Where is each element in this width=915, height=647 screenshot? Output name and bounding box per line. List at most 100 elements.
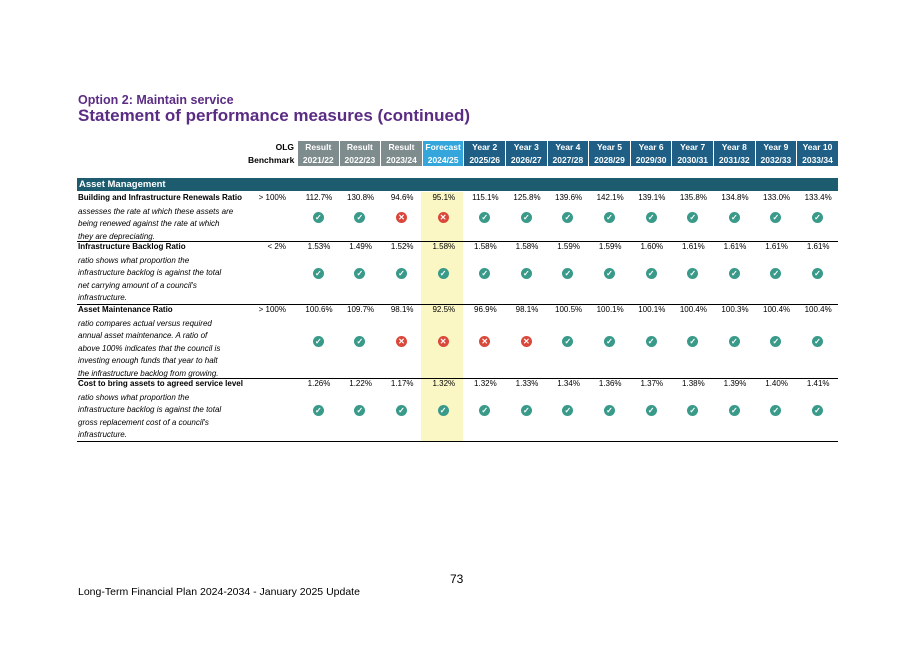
olg-header-line1: OLG [275,142,294,152]
measure-value: 139.6% [555,193,583,202]
measure-value: 98.1% [515,305,539,314]
column-header-period: 2021/22 [302,154,334,165]
measure-value: 96.9% [474,305,497,314]
row-divider [77,241,838,242]
cross-circle-icon: ✕ [437,212,449,223]
measure-value: 1.40% [765,379,788,388]
measure-value: 112.7% [305,193,333,202]
measure-label: Infrastructure Backlog Ratio [78,242,186,251]
measure-description-line: net carrying amount of a council's [78,280,197,290]
measure-label: Asset Maintenance Ratio [78,305,173,314]
column-header-type: Year 10 [802,142,833,152]
column-header-period: 2023/24 [386,154,417,165]
check-circle-icon: ✓ [479,212,491,223]
measure-value: 1.22% [349,379,372,388]
check-circle-icon: ✓ [687,405,699,416]
check-circle-icon: ✓ [812,336,823,347]
measure-value: 1.41% [806,379,830,388]
check-circle-icon: ✓ [520,405,532,416]
check-circle-icon: ✓ [645,268,657,279]
column-header-type: Result [346,142,373,152]
benchmark-value: > 100% [258,193,286,202]
measure-description-line: infrastructure. [78,430,127,439]
check-circle-icon: ✓ [520,212,532,223]
measure-value: 1.32% [432,379,456,388]
olg-header-line2: Benchmark [248,154,295,165]
check-circle-icon: ✓ [520,268,532,279]
measure-value: 125.8% [513,193,541,202]
column-header-period: 2022/23 [344,154,376,165]
measure-value: 1.32% [474,379,497,388]
measure-value: 1.26% [307,379,331,388]
check-circle-icon: ✓ [479,268,491,279]
measure-label: Building and Infrastructure Renewals Rat… [78,193,243,202]
check-circle-icon: ✓ [604,212,615,223]
check-circle-icon: ✓ [312,212,324,223]
column-header-type: Result [305,142,332,152]
measure-description-line: ratio compares actual versus required [78,318,212,328]
measure-value: 1.59% [598,242,622,251]
column-header-period: 2024/25 [427,154,459,165]
check-circle-icon: ✓ [562,336,574,347]
measure-description-line: ratio shows what proportion the [78,255,190,265]
column-header-type: Year 7 [680,142,706,152]
column-header-period: 2028/29 [594,154,625,165]
check-circle-icon: ✓ [604,405,615,416]
column-header-9: Year 6 2029/30 [630,141,672,166]
measure-value: 100.1% [638,305,666,314]
cross-circle-icon: ✕ [437,336,449,347]
column-header-period: 2030/31 [677,154,709,165]
check-circle-icon: ✓ [354,212,366,223]
column-header-period: 2031/32 [718,154,750,165]
check-circle-icon: ✓ [312,268,324,279]
page-subtitle: Option 2: Maintain service [78,93,234,107]
check-circle-icon: ✓ [354,405,366,416]
cross-circle-icon: ✕ [396,212,407,223]
cross-circle-icon: ✕ [520,336,532,347]
cross-circle-icon: ✕ [396,336,407,347]
measure-description-line: the infrastructure backlog from growing. [78,368,219,378]
measure-description-line: infrastructure. [78,293,127,302]
measure-value: 94.6% [390,193,414,202]
footer-document-title: Long-Term Financial Plan 2024-2034 - Jan… [78,586,360,598]
column-header-type: Year 2 [472,142,498,152]
measure-value: 100.1% [596,305,624,314]
olg-benchmark-header: OLG Benchmark [248,141,296,166]
measure-description-line: infrastructure backlog is against the to… [78,268,222,277]
measure-description-line: they are depreciating. [78,231,155,241]
measure-description-line: infrastructure backlog is against the to… [78,405,222,414]
section-header: Asset Management [77,178,838,191]
column-header-period: 2025/26 [469,154,501,165]
column-header-type: Year 5 [596,142,623,152]
check-circle-icon: ✓ [396,268,407,279]
column-header-2: Result 2022/23 [339,141,381,166]
check-circle-icon: ✓ [687,268,699,279]
measure-value: 100.4% [763,305,791,314]
column-header-4: Forecast 2024/25 [422,141,464,166]
measure-value: 92.5% [432,305,456,314]
check-circle-icon: ✓ [354,268,366,279]
measure-value: 135.8% [679,193,707,202]
check-circle-icon: ✓ [687,212,699,223]
column-header-period: 2029/30 [635,154,667,165]
benchmark-value: < 2% [267,242,286,251]
row-divider [77,304,838,305]
column-header-3: Result 2023/24 [381,141,422,166]
measure-value: 100.4% [804,305,832,314]
check-circle-icon: ✓ [770,212,782,223]
measure-description-line: ratio shows what proportion the [78,392,190,402]
check-circle-icon: ✓ [312,336,324,347]
check-circle-icon: ✓ [770,268,782,279]
measure-value: 1.37% [640,379,664,388]
measure-value: 1.61% [806,242,830,251]
column-header-12: Year 9 2032/33 [755,141,797,166]
measure-value: 1.61% [682,242,705,251]
measure-value: 1.58% [432,242,456,251]
check-circle-icon: ✓ [479,405,491,416]
measure-value: 1.59% [557,242,580,251]
measure-value: 100.6% [305,305,333,314]
column-header-type: Result [388,142,415,152]
measure-value: 142.1% [596,193,624,202]
column-header-period: 2032/33 [760,154,792,165]
row-divider [77,378,838,379]
